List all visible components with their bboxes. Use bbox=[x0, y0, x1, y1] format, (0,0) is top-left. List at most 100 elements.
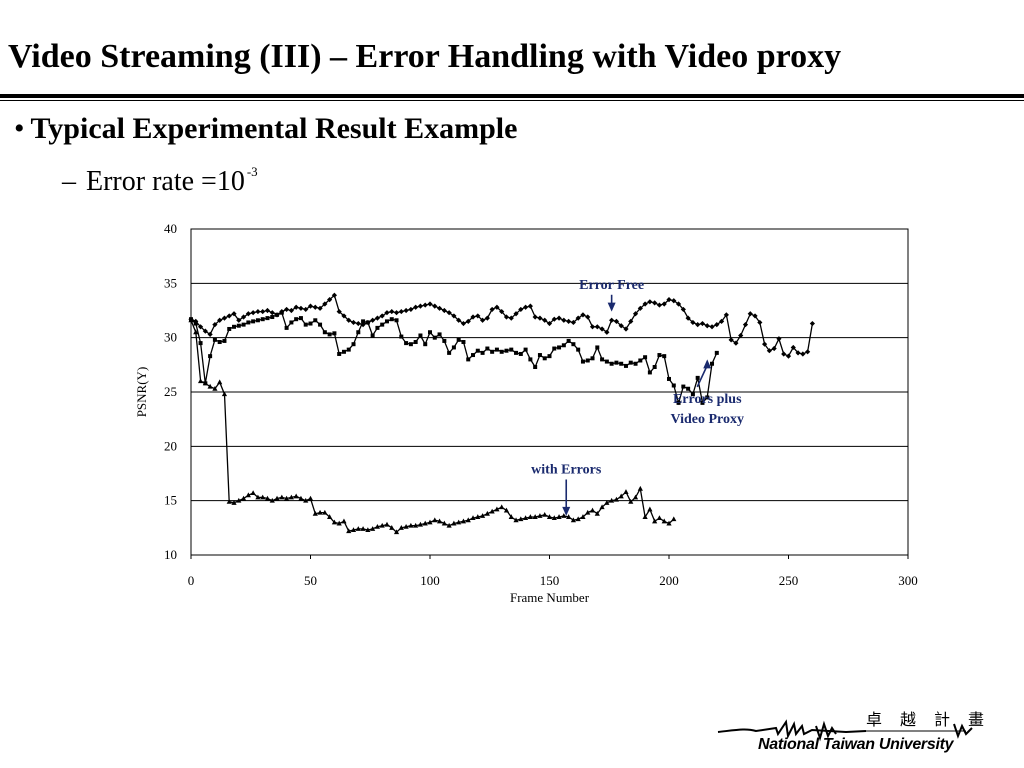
data-point bbox=[499, 349, 504, 354]
data-point bbox=[699, 320, 706, 327]
data-point bbox=[556, 315, 562, 321]
data-point bbox=[437, 332, 442, 337]
data-point bbox=[250, 490, 256, 496]
data-point bbox=[379, 313, 385, 319]
chart-gridlines bbox=[191, 228, 908, 556]
annotation: with Errors bbox=[531, 463, 602, 516]
data-point bbox=[589, 507, 596, 513]
data-point bbox=[489, 508, 495, 514]
data-point bbox=[537, 353, 542, 358]
data-point bbox=[537, 513, 543, 518]
data-point bbox=[265, 316, 270, 321]
data-point bbox=[781, 351, 787, 357]
data-point bbox=[714, 322, 720, 328]
data-point bbox=[384, 310, 390, 316]
data-point bbox=[365, 527, 371, 533]
data-point bbox=[523, 304, 529, 310]
data-point bbox=[231, 311, 237, 317]
annotation-arrow bbox=[696, 365, 708, 388]
data-point bbox=[346, 317, 352, 323]
y-tick-label: 10 bbox=[164, 547, 177, 562]
data-point bbox=[236, 497, 242, 503]
data-point bbox=[695, 375, 700, 380]
data-point bbox=[227, 326, 232, 331]
data-point bbox=[313, 318, 318, 323]
data-point bbox=[647, 370, 652, 375]
data-point bbox=[551, 515, 557, 521]
x-tick-label: 100 bbox=[420, 573, 440, 588]
data-point bbox=[298, 316, 303, 321]
series-line bbox=[190, 294, 814, 357]
data-point bbox=[533, 365, 538, 370]
data-point bbox=[341, 349, 346, 354]
data-point bbox=[307, 495, 314, 501]
data-point bbox=[255, 494, 261, 500]
data-point bbox=[700, 400, 705, 405]
data-point bbox=[667, 376, 671, 381]
series-line bbox=[190, 311, 718, 406]
data-point bbox=[226, 313, 232, 319]
x-tick-label: 300 bbox=[898, 573, 918, 588]
data-point bbox=[275, 312, 280, 317]
data-point bbox=[260, 494, 266, 500]
data-point bbox=[570, 517, 576, 523]
data-point bbox=[413, 522, 419, 528]
error-rate-exponent: -3 bbox=[246, 164, 258, 179]
data-point bbox=[800, 351, 806, 357]
data-point bbox=[499, 308, 505, 315]
data-point bbox=[709, 324, 715, 330]
data-point bbox=[685, 315, 691, 321]
data-point bbox=[542, 317, 548, 323]
sub-bullet-point: – Error rate =10 -3 bbox=[62, 164, 258, 198]
data-point bbox=[638, 358, 643, 363]
data-point bbox=[762, 341, 768, 347]
data-point bbox=[217, 317, 223, 323]
data-point bbox=[423, 342, 428, 347]
data-point bbox=[609, 497, 615, 503]
data-point bbox=[293, 493, 299, 499]
error-rate-text: Error rate =10 bbox=[86, 166, 245, 197]
data-point bbox=[643, 355, 648, 360]
data-point bbox=[274, 495, 280, 501]
data-point bbox=[207, 383, 213, 389]
data-point bbox=[456, 519, 462, 525]
data-point bbox=[509, 347, 514, 352]
data-point bbox=[585, 509, 591, 515]
data-point bbox=[613, 318, 620, 324]
data-point bbox=[503, 314, 510, 320]
data-point bbox=[456, 317, 462, 323]
bullet-point: • Typical Experimental Result Example bbox=[14, 112, 517, 146]
data-point bbox=[370, 317, 376, 323]
data-point bbox=[527, 303, 533, 309]
data-point bbox=[245, 311, 251, 317]
data-point bbox=[221, 391, 228, 397]
data-point bbox=[561, 343, 566, 348]
data-point bbox=[217, 340, 222, 345]
data-point bbox=[461, 340, 466, 345]
data-point bbox=[389, 308, 395, 315]
data-point bbox=[575, 315, 581, 321]
data-point bbox=[303, 497, 309, 503]
y-tick-label: 40 bbox=[164, 221, 177, 236]
data-point bbox=[351, 342, 356, 347]
x-tick-label: 50 bbox=[304, 573, 317, 588]
data-point bbox=[447, 350, 452, 355]
data-point bbox=[251, 319, 256, 324]
data-point bbox=[566, 318, 572, 324]
data-point bbox=[475, 313, 481, 319]
data-point bbox=[609, 361, 614, 366]
data-point bbox=[332, 331, 337, 336]
dash-icon: – bbox=[62, 166, 76, 197]
annotation-text: Errors plus bbox=[673, 392, 742, 407]
y-tick-label: 35 bbox=[164, 275, 177, 290]
data-point bbox=[356, 330, 361, 335]
annotation: Error Free bbox=[579, 278, 644, 312]
data-point bbox=[380, 322, 385, 327]
data-point bbox=[350, 319, 357, 326]
data-point bbox=[594, 510, 600, 516]
data-point bbox=[432, 517, 438, 523]
data-point bbox=[652, 518, 658, 524]
data-point bbox=[208, 354, 213, 359]
data-point bbox=[681, 384, 686, 389]
data-point bbox=[585, 358, 590, 363]
